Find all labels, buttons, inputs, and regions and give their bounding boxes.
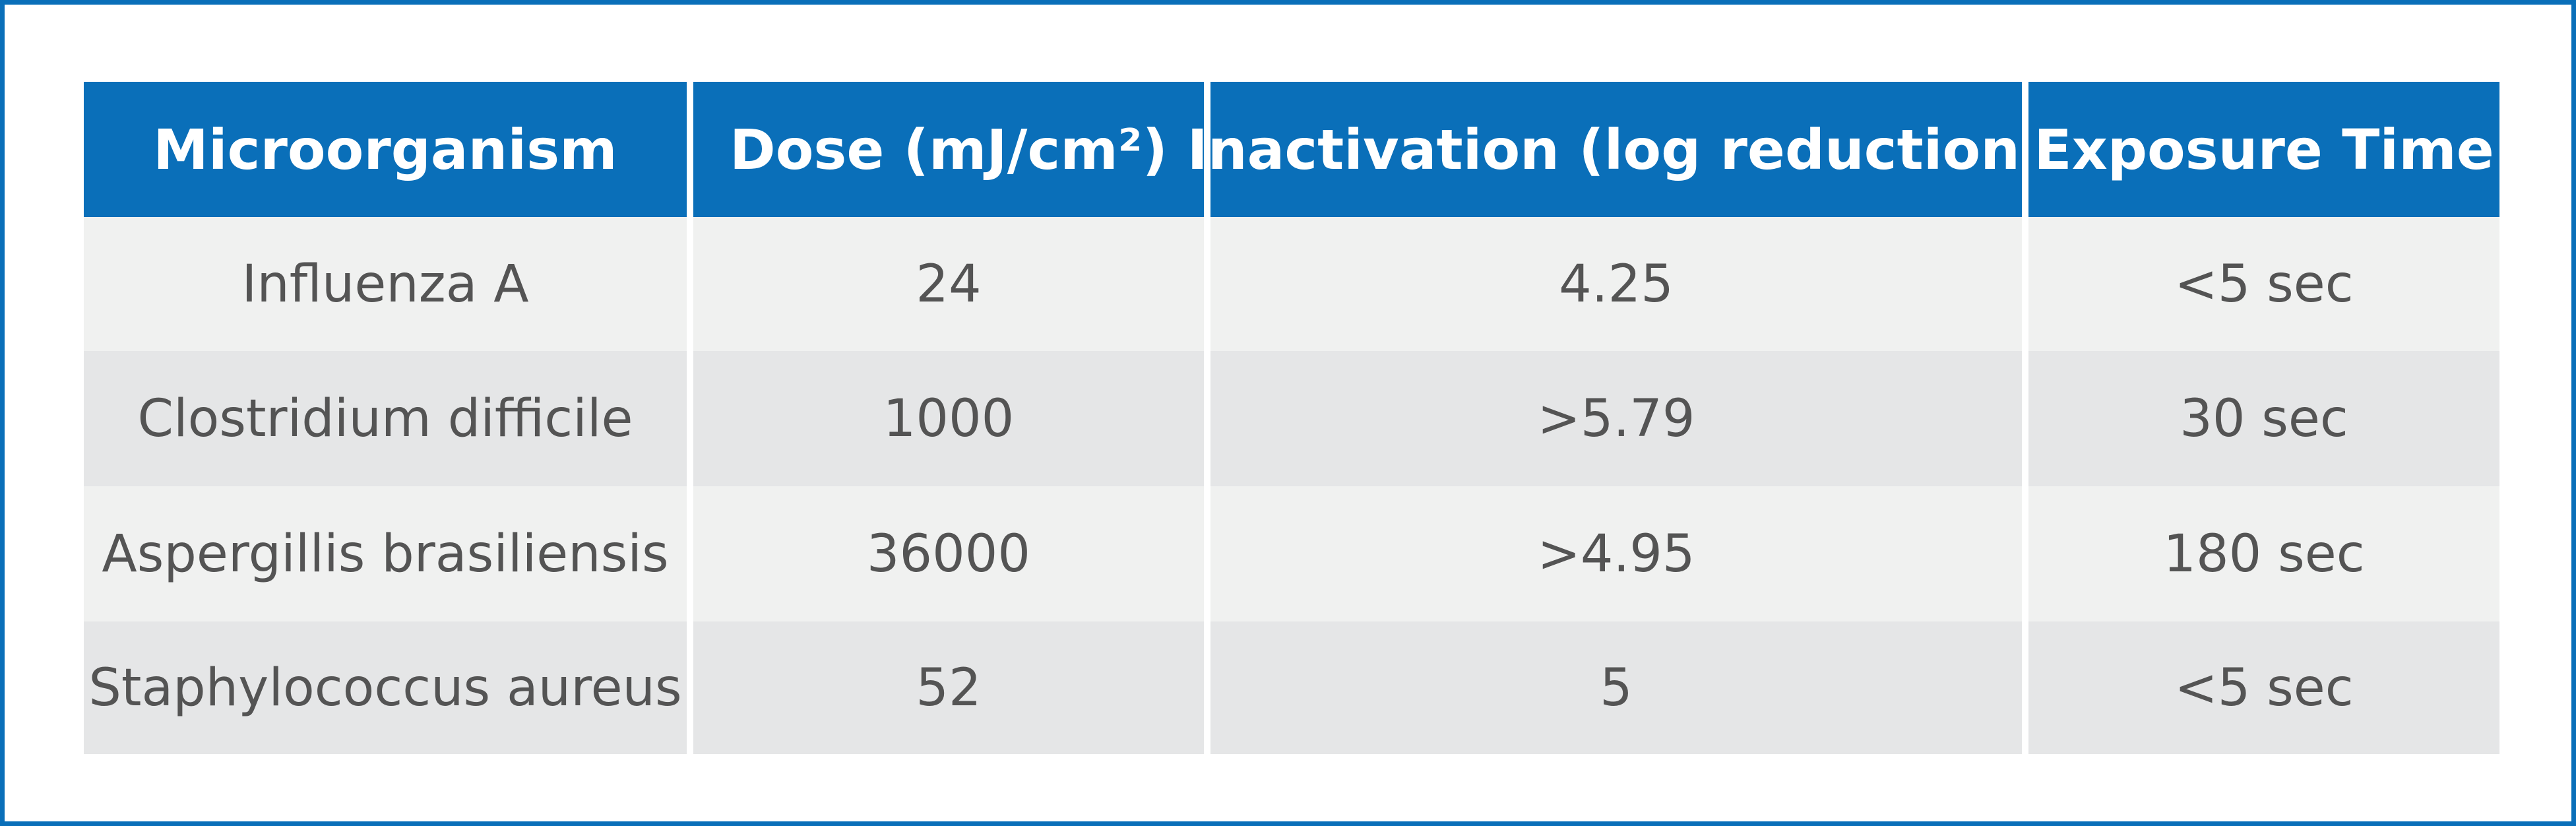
cell-exposure-time: <5 sec xyxy=(2028,621,2499,754)
data-table: Microorganism Dose (mJ/cm²) Inactivation… xyxy=(84,82,2499,754)
cell-inactivation: >5.79 xyxy=(1210,351,2022,486)
cell-dose: 36000 xyxy=(693,486,1204,621)
header-inactivation: Inactivation (log reduction) xyxy=(1187,82,2045,217)
cell-exposure-time: 180 sec xyxy=(2028,486,2499,621)
cell-inactivation: >4.95 xyxy=(1210,486,2022,621)
header-microorganism: Microorganism xyxy=(84,82,687,217)
cell-dose: 24 xyxy=(693,217,1204,351)
header-exposure-time: Exposure Time xyxy=(2028,82,2499,217)
cell-microorganism: Aspergillis brasiliensis xyxy=(84,486,687,621)
cell-dose: 1000 xyxy=(693,351,1204,486)
cell-exposure-time: <5 sec xyxy=(2028,217,2499,351)
cell-microorganism: Influenza A xyxy=(84,217,687,351)
cell-inactivation: 4.25 xyxy=(1210,217,2022,351)
cell-dose: 52 xyxy=(693,621,1204,754)
cell-microorganism: Clostridium difficile xyxy=(84,351,687,486)
header-dose: Dose (mJ/cm²) xyxy=(693,82,1204,217)
cell-inactivation: 5 xyxy=(1210,621,2022,754)
cell-microorganism: Staphylococcus aureus xyxy=(84,621,687,754)
cell-exposure-time: 30 sec xyxy=(2028,351,2499,486)
